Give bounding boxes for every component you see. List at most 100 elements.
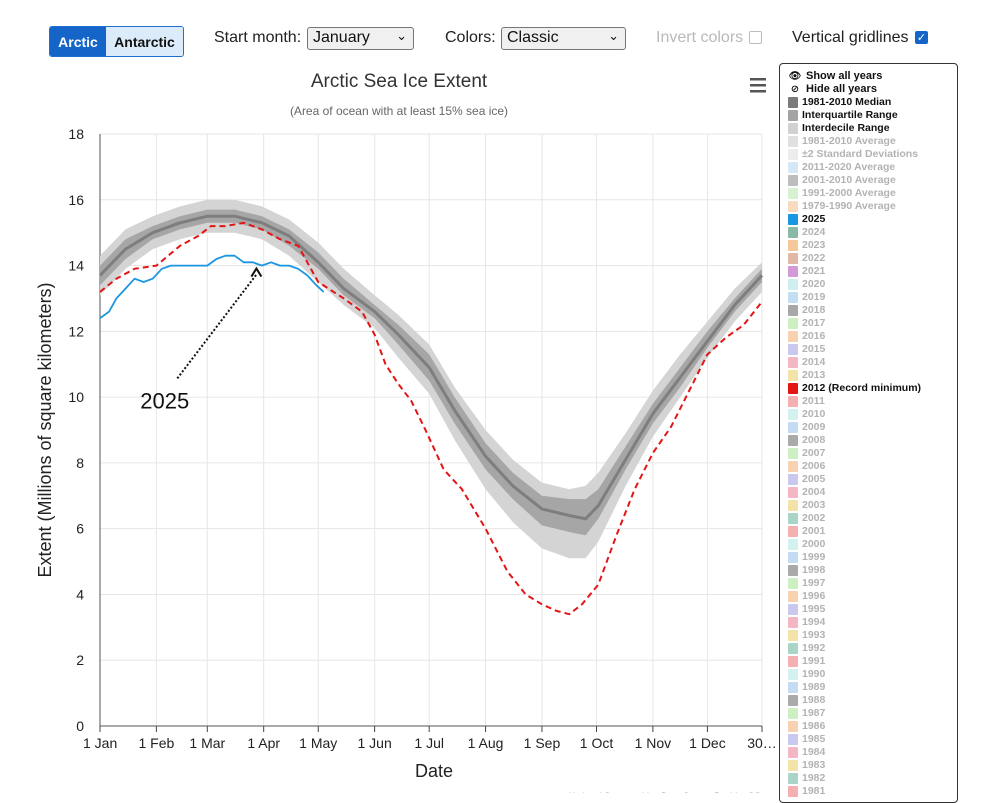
legend-item[interactable]: 2016 — [780, 330, 957, 343]
legend-item[interactable]: 2010 — [780, 408, 957, 421]
legend-item[interactable]: 2007 — [780, 447, 957, 460]
legend-item[interactable]: 2017 — [780, 317, 957, 330]
legend-item[interactable]: 2018 — [780, 304, 957, 317]
legend-item[interactable]: 2003 — [780, 499, 957, 512]
legend-item[interactable]: 1989 — [780, 681, 957, 694]
legend-item[interactable]: 1997 — [780, 577, 957, 590]
legend-swatch — [788, 552, 798, 563]
legend-item[interactable]: 1993 — [780, 629, 957, 642]
legend-label: 1992 — [802, 642, 826, 654]
legend-item[interactable]: 2012 (Record minimum) — [780, 382, 957, 395]
legend-label: 1997 — [802, 577, 826, 589]
legend-item[interactable]: 2014 — [780, 356, 957, 369]
legend-item[interactable]: 1983 — [780, 759, 957, 772]
legend-item[interactable]: 1991 — [780, 655, 957, 668]
toolbar: Arctic Antarctic Start month: January ⌄ … — [0, 0, 996, 64]
legend-item[interactable]: 2019 — [780, 291, 957, 304]
colors-value: Classic — [507, 29, 559, 46]
chart-title: Arctic Sea Ice Extent — [311, 71, 488, 92]
y-axis-label: Extent (Millions of square kilometers) — [35, 282, 55, 577]
legend-swatch — [788, 253, 798, 264]
legend-swatch — [788, 305, 798, 316]
legend-item[interactable]: 2022 — [780, 252, 957, 265]
x-tick-label: 1 Apr — [247, 735, 280, 751]
legend-item[interactable]: 1995 — [780, 603, 957, 616]
legend-item[interactable]: 2005 — [780, 473, 957, 486]
legend-item[interactable]: Interquartile Range — [780, 109, 957, 122]
legend-item[interactable]: 1986 — [780, 720, 957, 733]
legend-item[interactable]: 1981-2010 Average — [780, 135, 957, 148]
legend-item[interactable]: 1992 — [780, 642, 957, 655]
legend-swatch — [788, 266, 798, 277]
legend-swatch — [788, 617, 798, 628]
legend-item[interactable]: 1998 — [780, 564, 957, 577]
menu-icon[interactable] — [750, 78, 766, 93]
hide-all-years-button[interactable]: ⊘ Hide all years — [780, 83, 957, 96]
legend-item[interactable]: 1994 — [780, 616, 957, 629]
legend-item[interactable]: 1982 — [780, 772, 957, 785]
legend-label: 2004 — [802, 486, 826, 498]
legend-label: 1981-2010 Median — [802, 96, 892, 108]
colors-select[interactable]: Classic ⌄ — [501, 27, 626, 50]
legend-item[interactable]: 1979-1990 Average — [780, 200, 957, 213]
legend-item[interactable]: 1987 — [780, 707, 957, 720]
legend-item[interactable]: 2004 — [780, 486, 957, 499]
legend-label: 1981-2010 Average — [802, 135, 896, 147]
x-tick-label: 30… — [747, 735, 777, 751]
legend-item[interactable]: 2008 — [780, 434, 957, 447]
legend-item[interactable]: 2009 — [780, 421, 957, 434]
legend-item[interactable]: 2021 — [780, 265, 957, 278]
legend-item[interactable]: 1996 — [780, 590, 957, 603]
legend-swatch — [788, 734, 798, 745]
start-month-label: Start month: — [214, 29, 302, 46]
invert-colors-checkbox[interactable] — [749, 31, 762, 44]
start-month-select[interactable]: January ⌄ — [307, 27, 414, 50]
legend-item[interactable]: 1990 — [780, 668, 957, 681]
legend-label: 2002 — [802, 512, 826, 524]
colors-label: Colors: — [445, 29, 496, 46]
legend-item[interactable]: 1988 — [780, 694, 957, 707]
legend-item[interactable]: 2020 — [780, 278, 957, 291]
legend-label: 1994 — [802, 616, 826, 628]
legend-label: 2019 — [802, 291, 826, 303]
legend-item[interactable]: 2023 — [780, 239, 957, 252]
tab-arctic[interactable]: Arctic — [50, 27, 106, 56]
legend-swatch — [788, 188, 798, 199]
legend-item[interactable]: Interdecile Range — [780, 122, 957, 135]
tab-antarctic[interactable]: Antarctic — [106, 27, 183, 56]
legend-item[interactable]: 2024 — [780, 226, 957, 239]
legend-item[interactable]: 2013 — [780, 369, 957, 382]
legend-item[interactable]: 1985 — [780, 733, 957, 746]
legend-item[interactable]: 2001 — [780, 525, 957, 538]
legend-item[interactable]: 2002 — [780, 512, 957, 525]
x-tick-label: 1 Nov — [635, 735, 672, 751]
annotation-arrowhead — [250, 266, 263, 278]
legend-label: 2020 — [802, 278, 826, 290]
x-axis-label: Date — [415, 761, 453, 781]
legend-label: 1985 — [802, 733, 826, 745]
legend-item[interactable]: 1981-2010 Median — [780, 96, 957, 109]
legend-item[interactable]: 2000 — [780, 538, 957, 551]
legend-item[interactable]: 2001-2010 Average — [780, 174, 957, 187]
y-tick-label: 0 — [76, 718, 84, 734]
legend-item[interactable]: 2015 — [780, 343, 957, 356]
legend-item[interactable]: 2025 — [780, 213, 957, 226]
legend-item[interactable]: 2006 — [780, 460, 957, 473]
legend-label: 2001-2010 Average — [802, 174, 896, 186]
legend-item[interactable]: 1991-2000 Average — [780, 187, 957, 200]
series-2025-line — [99, 254, 325, 319]
legend-label: 2011 — [802, 395, 825, 407]
y-tick-label: 2 — [76, 652, 84, 668]
legend-item[interactable]: ±2 Standard Deviations — [780, 148, 957, 161]
legend-label: 1988 — [802, 694, 826, 706]
show-all-years-button[interactable]: 👁 Show all years — [780, 70, 957, 83]
legend-item[interactable]: 1999 — [780, 551, 957, 564]
legend-swatch — [788, 448, 798, 459]
vertical-gridlines-checkbox[interactable]: ✓ — [915, 31, 928, 44]
legend-swatch — [788, 786, 798, 797]
legend-item[interactable]: 2011 — [780, 395, 957, 408]
legend-item[interactable]: 2011-2020 Average — [780, 161, 957, 174]
y-tick-label: 18 — [68, 126, 84, 142]
legend-item[interactable]: 1984 — [780, 746, 957, 759]
legend-item[interactable]: 1981 — [780, 785, 957, 798]
